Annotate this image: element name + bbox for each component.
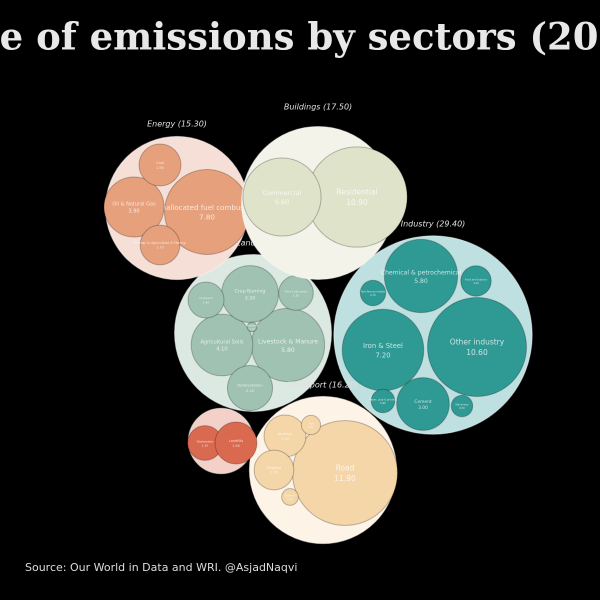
child-value: 4.10 [216, 347, 227, 353]
child-circle [359, 279, 387, 307]
child-name: Rice Cultivation [285, 289, 308, 293]
child-value: 3.00 [418, 405, 428, 411]
child-name: Energy in Agriculture & Fishing [135, 241, 186, 245]
child-circle [300, 414, 322, 436]
child-name: Iron & Steel [363, 342, 403, 350]
child-circle [246, 321, 258, 333]
child-name: Food and tobacco [465, 277, 488, 281]
child-name: Crop Burning [235, 289, 266, 295]
child-circle [396, 377, 450, 431]
child-value: 0.50 [459, 406, 465, 410]
child-circle [190, 313, 254, 377]
child-value: 1.70 [156, 246, 163, 250]
child-circle [370, 388, 396, 414]
child-value: 0.10 [249, 327, 255, 331]
child-circle [383, 238, 459, 314]
child-value: 5.80 [281, 347, 295, 354]
child-circle [138, 143, 182, 187]
child-value: 1.70 [270, 471, 277, 475]
group-label: Transport (16.20) [288, 381, 358, 390]
child-name: Unallocated fuel combustion [156, 203, 257, 212]
child-value: 1.40 [203, 300, 210, 304]
child-value: 3.50 [245, 295, 256, 301]
child-name: Rail [309, 422, 314, 426]
child-value: 1.30 [293, 293, 300, 297]
child-value: 1.00 [473, 281, 479, 285]
child-name: Other industry [450, 338, 505, 347]
source-note: Source: Our World in Data and WRI. @Asja… [25, 561, 297, 574]
child-circle [242, 157, 322, 237]
child-value: 7.20 [375, 351, 390, 359]
child-name: Shipping [267, 466, 281, 470]
child-value: 1.90 [232, 444, 240, 448]
child-circle [460, 265, 492, 297]
child-value: 0.70 [370, 293, 376, 297]
child-name: Deforestation [237, 384, 263, 388]
child-value: 1.30 [202, 443, 209, 447]
group-label: Energy (15.30) [147, 120, 207, 129]
child-value: 3.90 [128, 209, 139, 215]
child-name: Oil & Natural Gas [112, 201, 156, 207]
child-name: Livestock & Manure [258, 338, 318, 345]
child-circle [139, 224, 181, 266]
child-name: Wastewater [196, 439, 214, 443]
child-circle [253, 449, 295, 491]
child-name: Chemical & petrochemical [381, 269, 462, 276]
child-name: Aviation [278, 432, 292, 436]
child-circle [341, 308, 425, 392]
child-name: Non-ferrous metals [361, 290, 386, 294]
child-value: 6.60 [275, 198, 289, 206]
child-name: Machinery [456, 403, 469, 407]
child-name: Cropland [199, 296, 213, 300]
child-name: Grassland [246, 324, 259, 328]
child-value: 5.80 [414, 278, 428, 285]
child-name: Cement [414, 399, 431, 405]
child-value: 2.20 [246, 389, 255, 393]
child-circle [450, 394, 474, 418]
child-circle [281, 488, 299, 506]
child-value: 0.30 [287, 497, 293, 501]
group-label: Industry (29.40) [401, 220, 466, 229]
child-value: 7.80 [199, 213, 215, 222]
child-name: Road [336, 464, 355, 473]
child-circle [427, 297, 527, 397]
child-circle [292, 420, 398, 526]
child-circle [103, 176, 165, 238]
child-value: 0.40 [308, 425, 314, 429]
group-label: Buildings (17.50) [284, 103, 352, 112]
child-circle [306, 146, 408, 248]
child-name: Commercial [263, 189, 302, 197]
child-name: Landfills [229, 439, 244, 443]
child-name: Pipeline [285, 494, 295, 498]
child-circle [187, 281, 225, 319]
child-circle [226, 364, 274, 412]
child-value: 1.90 [156, 166, 164, 170]
child-value: 11.90 [334, 474, 356, 483]
child-name: Coal [156, 161, 164, 165]
child-value: 10.90 [346, 198, 368, 207]
child-value: 1.90 [281, 437, 289, 441]
child-value: 10.60 [466, 348, 488, 357]
child-circle [214, 421, 258, 465]
child-name: Paper, pulp & printing [369, 398, 397, 402]
child-name: Residential [336, 188, 377, 197]
child-name: Agricultural Soils [200, 339, 243, 345]
chart-title: Share of emissions by sectors (2020) [0, 15, 600, 59]
child-value: 0.60 [380, 401, 386, 405]
